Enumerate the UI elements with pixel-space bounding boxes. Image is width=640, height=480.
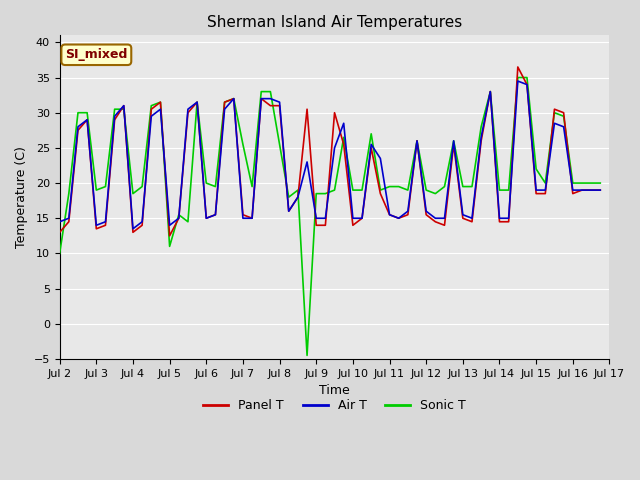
Air T	[56, 219, 63, 225]
Air T	[596, 187, 604, 193]
Air T	[221, 106, 228, 112]
Air T	[404, 208, 412, 214]
Air T	[202, 216, 210, 221]
Sonic T	[230, 96, 237, 102]
Air T	[248, 216, 256, 221]
Y-axis label: Temperature (C): Temperature (C)	[15, 146, 28, 248]
Air T	[239, 216, 247, 221]
Panel T	[56, 229, 63, 235]
Line: Sonic T: Sonic T	[60, 78, 600, 355]
Air T	[129, 226, 137, 232]
Text: SI_mixed: SI_mixed	[65, 48, 127, 61]
Panel T	[596, 187, 604, 193]
X-axis label: Time: Time	[319, 384, 350, 397]
Sonic T	[596, 180, 604, 186]
Sonic T	[193, 99, 201, 105]
Sonic T	[212, 184, 220, 190]
Panel T	[221, 99, 228, 105]
Sonic T	[303, 352, 311, 358]
Panel T	[147, 106, 155, 112]
Air T	[514, 78, 522, 84]
Sonic T	[239, 142, 247, 147]
Panel T	[248, 216, 256, 221]
Sonic T	[514, 75, 522, 81]
Line: Panel T: Panel T	[60, 67, 600, 236]
Panel T	[202, 216, 210, 221]
Panel T	[239, 212, 247, 217]
Title: Sherman Island Air Temperatures: Sherman Island Air Temperatures	[207, 15, 462, 30]
Panel T	[404, 212, 412, 217]
Air T	[157, 106, 164, 112]
Sonic T	[404, 187, 412, 193]
Sonic T	[147, 103, 155, 108]
Legend: Panel T, Air T, Sonic T: Panel T, Air T, Sonic T	[198, 395, 471, 418]
Panel T	[514, 64, 522, 70]
Sonic T	[56, 251, 63, 256]
Line: Air T: Air T	[60, 81, 600, 229]
Panel T	[166, 233, 173, 239]
